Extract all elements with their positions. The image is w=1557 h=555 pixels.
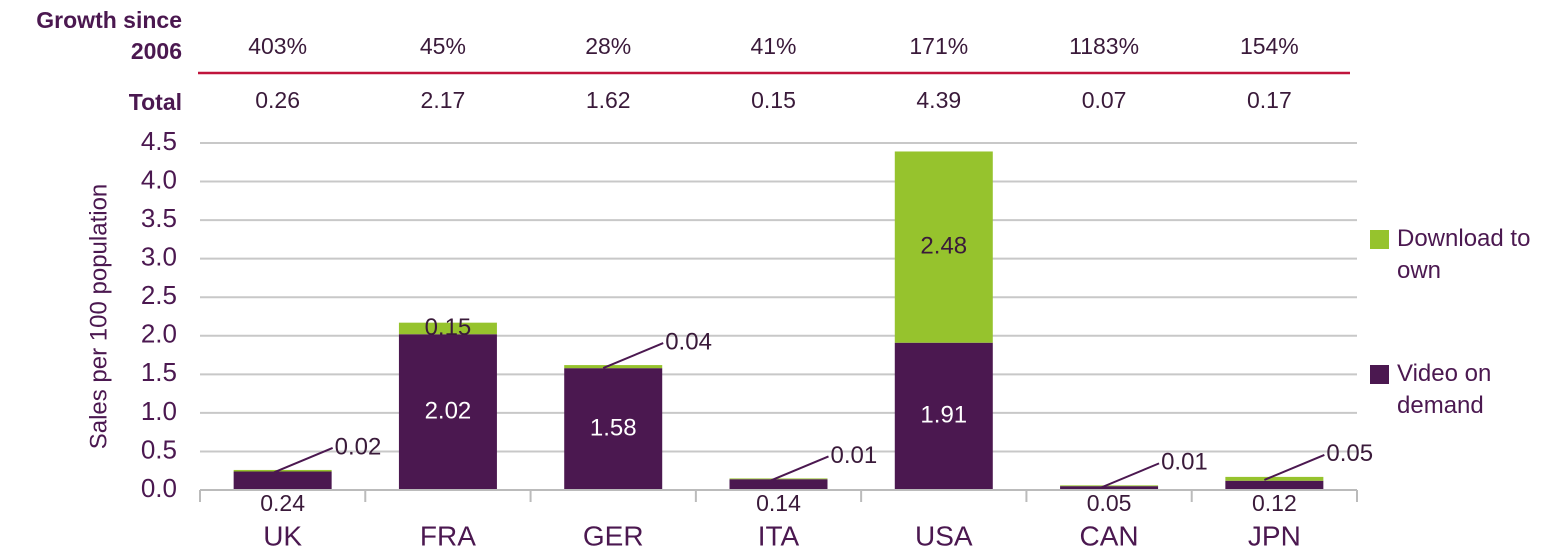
y-axis-label: Sales per 100 population bbox=[85, 184, 112, 450]
bar-segment bbox=[1060, 485, 1159, 487]
bar-segment bbox=[398, 334, 497, 490]
data-label: 0.05 bbox=[1326, 440, 1373, 467]
growth-value: 41% bbox=[750, 33, 796, 59]
y-tick-label: 4.0 bbox=[141, 164, 177, 194]
data-label: 0.14 bbox=[756, 490, 801, 516]
leader-line bbox=[1098, 462, 1160, 490]
bar-segment bbox=[233, 469, 332, 472]
legend-label: Download to own bbox=[1397, 225, 1531, 284]
data-label: 2.48 bbox=[920, 232, 967, 259]
growth-value: 154% bbox=[1240, 33, 1299, 59]
leader-line bbox=[1263, 453, 1325, 481]
data-label: 0.05 bbox=[1087, 490, 1132, 516]
x-tick-label: FRA bbox=[420, 520, 476, 551]
x-tick-label: CAN bbox=[1080, 520, 1139, 551]
bar-segment bbox=[1225, 480, 1324, 490]
x-tick-label: ITA bbox=[758, 520, 800, 551]
y-tick-label: 2.5 bbox=[141, 280, 177, 310]
total-value: 0.15 bbox=[751, 87, 796, 113]
leader-line bbox=[272, 447, 334, 474]
growth-title: Growth since 2006 bbox=[36, 7, 182, 64]
data-label: 0.24 bbox=[260, 490, 305, 516]
data-label: 0.01 bbox=[1161, 449, 1208, 476]
bar-segment bbox=[1060, 486, 1159, 490]
data-label: 0.12 bbox=[1252, 490, 1297, 516]
bar-segment bbox=[564, 368, 663, 490]
bar-segment bbox=[894, 151, 993, 343]
growth-value: 403% bbox=[248, 33, 307, 59]
bar-segment bbox=[564, 365, 663, 369]
total-value: 0.07 bbox=[1082, 87, 1127, 113]
growth-value: 45% bbox=[420, 33, 466, 59]
x-tick-label: UK bbox=[263, 520, 302, 551]
y-tick-label: 0.0 bbox=[141, 473, 177, 503]
x-tick-label: USA bbox=[915, 520, 973, 551]
legend-label: Video on demand bbox=[1397, 360, 1492, 419]
leader-line bbox=[602, 342, 664, 370]
bar-segment bbox=[729, 478, 828, 480]
x-tick-label: JPN bbox=[1248, 520, 1301, 551]
y-tick-label: 4.5 bbox=[141, 126, 177, 156]
data-label: 0.15 bbox=[425, 314, 472, 341]
total-value: 4.39 bbox=[916, 87, 961, 113]
growth-value: 1183% bbox=[1069, 33, 1139, 59]
y-tick-label: 1.5 bbox=[141, 357, 177, 387]
growth-value: 28% bbox=[585, 33, 631, 59]
y-tick-label: 0.5 bbox=[141, 434, 177, 464]
total-value: 2.17 bbox=[421, 87, 466, 113]
leader-line bbox=[768, 455, 829, 483]
bar-segment bbox=[894, 342, 993, 490]
data-label: 1.58 bbox=[590, 414, 637, 441]
bar-segment bbox=[233, 471, 332, 490]
legend-swatch bbox=[1370, 230, 1389, 249]
bar-segment bbox=[1225, 476, 1324, 481]
x-tick-label: GER bbox=[583, 520, 644, 551]
bar-segment bbox=[729, 479, 828, 490]
y-tick-label: 1.0 bbox=[141, 396, 177, 426]
data-label: 0.02 bbox=[335, 433, 382, 460]
data-label: 2.02 bbox=[425, 397, 472, 424]
y-tick-label: 2.0 bbox=[141, 319, 177, 349]
data-label: 1.91 bbox=[920, 402, 967, 429]
total-title: Total bbox=[128, 89, 182, 115]
bar-segment bbox=[398, 322, 497, 335]
total-value: 0.26 bbox=[255, 87, 300, 113]
total-value: 1.62 bbox=[586, 87, 631, 113]
y-tick-label: 3.0 bbox=[141, 242, 177, 272]
growth-value: 171% bbox=[909, 33, 968, 59]
data-label: 0.01 bbox=[831, 442, 878, 469]
legend-swatch bbox=[1370, 365, 1389, 384]
y-tick-label: 3.5 bbox=[141, 203, 177, 233]
total-value: 0.17 bbox=[1247, 87, 1292, 113]
data-label: 0.04 bbox=[665, 328, 712, 355]
